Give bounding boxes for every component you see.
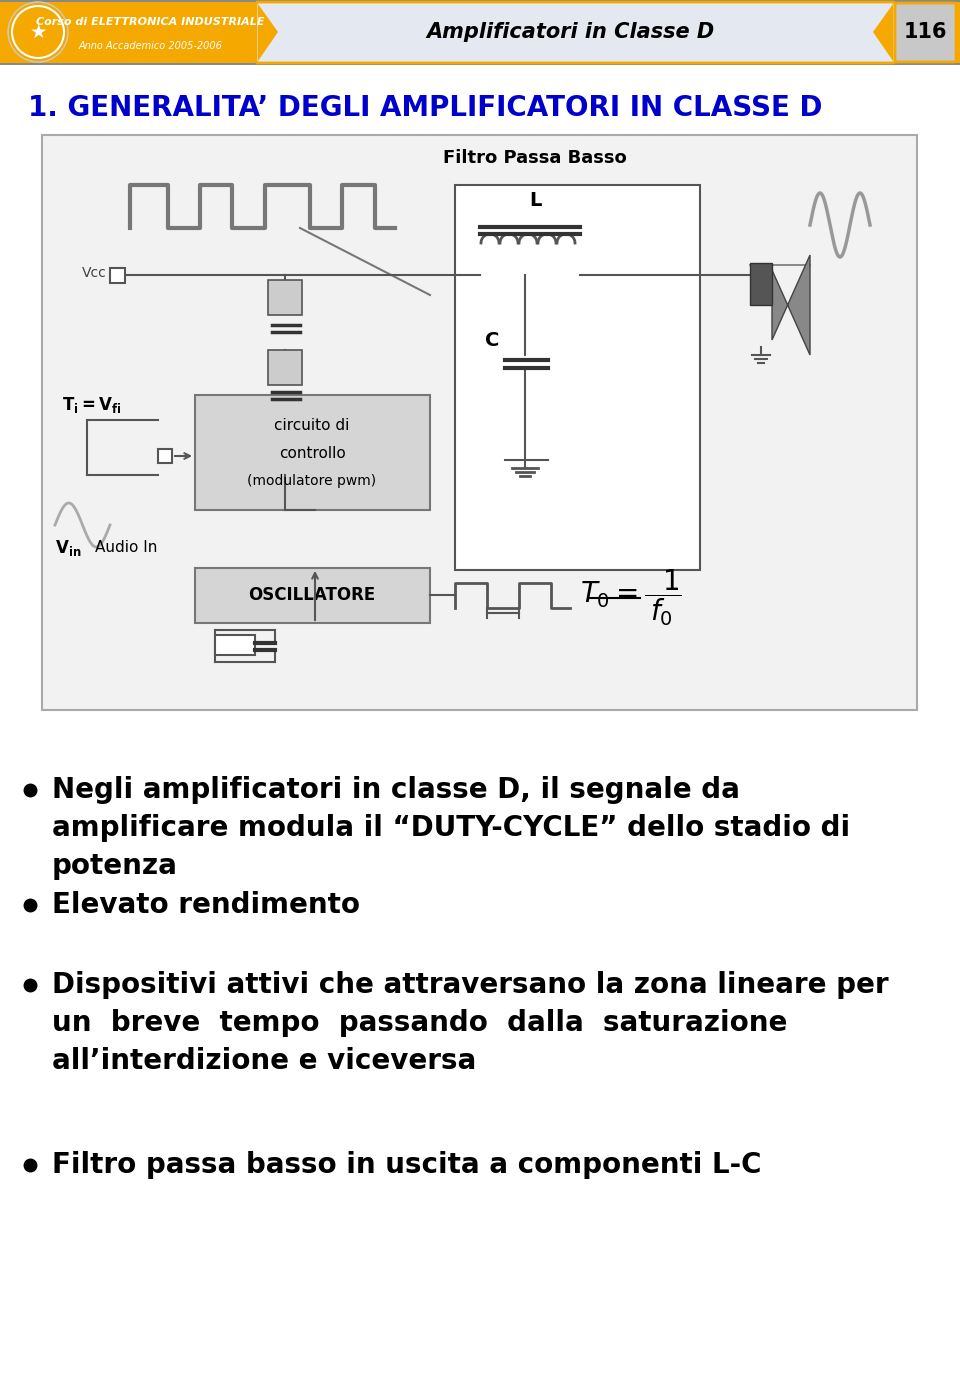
Bar (268, 280, 302, 315)
Text: $T_0 = \dfrac{\ \ 1}{f_0}$: $T_0 = \dfrac{\ \ 1}{f_0}$ (580, 567, 682, 628)
Circle shape (8, 1, 68, 62)
Bar (455, 185, 700, 570)
Text: Audio In: Audio In (95, 541, 157, 555)
Text: Filtro passa basso in uscita a componenti L-C: Filtro passa basso in uscita a component… (52, 1151, 761, 1179)
Text: Dispositivi attivi che attraversano la zona lineare per: Dispositivi attivi che attraversano la z… (52, 971, 889, 998)
Bar (0, 0, 960, 65)
Text: L: L (529, 190, 541, 209)
Text: (modulatore pwm): (modulatore pwm) (248, 474, 376, 487)
Text: amplificare modula il “DUTY-CYCLE” dello stadio di: amplificare modula il “DUTY-CYCLE” dello… (52, 814, 851, 841)
Text: Corso di ELETTRONICA INDUSTRIALE: Corso di ELETTRONICA INDUSTRIALE (36, 17, 264, 28)
Bar (42, 135, 917, 711)
Text: ★: ★ (29, 22, 47, 41)
Text: Amplificatori in Classe D: Amplificatori in Classe D (426, 22, 714, 43)
Circle shape (12, 6, 64, 58)
Text: all’interdizione e viceversa: all’interdizione e viceversa (52, 1047, 476, 1075)
Text: circuito di: circuito di (275, 417, 349, 432)
Text: $\mathbf{V_{in}}$: $\mathbf{V_{in}}$ (55, 538, 82, 558)
Bar (215, 635, 255, 655)
Bar (0, 63, 960, 65)
Text: Elevato rendimento: Elevato rendimento (52, 891, 360, 918)
Text: 116: 116 (903, 22, 947, 43)
Text: Anno Accademico 2005-2006: Anno Accademico 2005-2006 (78, 41, 222, 51)
Text: Vcc: Vcc (83, 266, 107, 280)
Text: un  breve  tempo  passando  dalla  saturazione: un breve tempo passando dalla saturazion… (52, 1009, 787, 1037)
Text: C: C (485, 330, 499, 350)
FancyBboxPatch shape (895, 3, 956, 62)
Text: $\mathbf{T_i=V_{fi}}$: $\mathbf{T_i=V_{fi}}$ (62, 395, 122, 414)
Bar (195, 567, 430, 622)
Text: OSCILLATORE: OSCILLATORE (249, 587, 375, 605)
Bar (158, 449, 172, 463)
Polygon shape (772, 255, 810, 355)
Text: controllo: controllo (278, 446, 346, 460)
Bar (110, 269, 125, 284)
Polygon shape (258, 4, 278, 61)
Polygon shape (873, 4, 893, 61)
Text: Filtro Passa Basso: Filtro Passa Basso (444, 149, 627, 167)
Bar (195, 395, 430, 509)
Bar (750, 263, 772, 304)
FancyBboxPatch shape (256, 1, 895, 63)
Text: Negli amplificatori in classe D, il segnale da: Negli amplificatori in classe D, il segn… (52, 777, 740, 804)
Text: 1. GENERALITA’ DEGLI AMPLIFICATORI IN CLASSE D: 1. GENERALITA’ DEGLI AMPLIFICATORI IN CL… (28, 94, 823, 123)
Text: potenza: potenza (52, 852, 178, 880)
Bar (0, 0, 960, 1)
Bar (268, 350, 302, 386)
